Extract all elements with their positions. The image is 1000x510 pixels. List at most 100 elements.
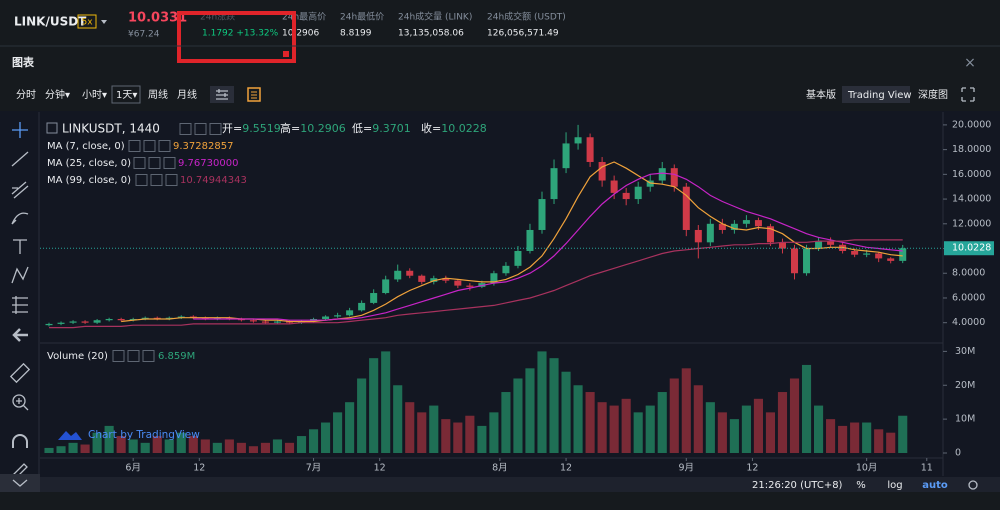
volume-bar <box>56 446 66 453</box>
ohlc-value: 9.3701 <box>372 122 411 135</box>
interval[interactable]: 月线 <box>177 88 197 101</box>
candle-body <box>766 226 774 243</box>
interval[interactable]: 1天▾ <box>116 90 137 101</box>
candle-body <box>249 320 257 322</box>
candle-body <box>875 253 883 259</box>
candle-body <box>538 199 546 230</box>
interval[interactable]: 周线 <box>148 88 168 101</box>
ma-value: 10.74944343 <box>180 175 247 186</box>
dropdown[interactable] <box>101 20 107 24</box>
line-tool[interactable] <box>11 151 29 167</box>
candle-body <box>694 229 702 243</box>
x-tick-label: 6月 <box>125 463 141 474</box>
y-tick-label: 14.0000 <box>952 194 991 205</box>
watermark: Chart by TradingView <box>88 429 200 441</box>
x-tick-label: 12 <box>193 463 205 474</box>
candle-body <box>418 275 426 282</box>
fullscreen-icon[interactable] <box>961 87 975 102</box>
interval[interactable]: 小时▾ <box>82 89 107 101</box>
candle-body <box>141 317 149 319</box>
y-tick-label: 6.0000 <box>952 292 985 303</box>
status-button[interactable]: log <box>887 480 902 491</box>
legend-button[interactable] <box>127 350 140 362</box>
pattern-tool[interactable] <box>11 266 29 284</box>
volume-bar <box>741 405 751 453</box>
legend-button[interactable] <box>135 174 148 186</box>
candle-body <box>225 317 233 319</box>
legend-button[interactable] <box>209 123 222 135</box>
collapse-button[interactable] <box>0 474 40 492</box>
legend-button[interactable] <box>143 140 156 152</box>
volume-bar <box>777 392 788 453</box>
volume-bar <box>441 419 451 453</box>
x-tick-label: 12 <box>746 463 758 474</box>
volume-bar <box>561 371 571 453</box>
legend-button[interactable] <box>128 140 141 152</box>
collapse-legend[interactable] <box>46 122 58 134</box>
candle-body <box>742 220 750 224</box>
view[interactable]: 基本版 <box>806 88 836 101</box>
volume-bar <box>68 442 78 453</box>
volume-bar <box>705 402 715 453</box>
pair[interactable]: LINK/USDT <box>14 15 87 29</box>
back-tool[interactable] <box>12 328 28 342</box>
ohlc-label: 高= <box>280 121 300 135</box>
prediction-tool[interactable] <box>12 296 28 314</box>
magnet-tool[interactable] <box>12 434 28 448</box>
ohlc-item: 高=10.2906 <box>280 121 346 135</box>
candle-body <box>514 250 522 266</box>
close-button[interactable]: × <box>964 55 976 71</box>
volume-bar <box>525 368 535 453</box>
template-icon[interactable] <box>247 87 261 102</box>
view[interactable]: 深度图 <box>918 88 948 101</box>
candle-body <box>682 186 690 230</box>
x-tick-label: 12 <box>374 463 386 474</box>
settings-icon[interactable] <box>968 480 978 490</box>
leverage: 5x <box>81 18 93 28</box>
text-tool[interactable] <box>13 239 27 254</box>
volume-bar <box>393 385 403 453</box>
view[interactable]: Trading View <box>847 90 912 101</box>
volume-bar <box>284 442 295 453</box>
volume-tick-label: 10M <box>955 414 975 425</box>
legend-button[interactable] <box>148 157 161 169</box>
legend-button[interactable] <box>158 140 171 152</box>
legend-button[interactable] <box>194 123 207 135</box>
volume-bar <box>224 439 234 453</box>
volume-bar <box>429 405 439 453</box>
volume-bar <box>693 385 703 453</box>
brush-tool[interactable] <box>11 212 29 225</box>
legend-button[interactable] <box>133 157 146 169</box>
header-bg <box>0 0 1000 46</box>
volume-bar <box>152 436 162 453</box>
volume-tick-label: 30M <box>955 346 975 357</box>
candle-body <box>57 322 65 324</box>
legend-button[interactable] <box>179 123 192 135</box>
interval[interactable]: 分钟▾ <box>45 88 70 101</box>
legend-button[interactable] <box>163 157 176 169</box>
candle-body <box>562 143 570 169</box>
collapse-icon <box>12 479 28 487</box>
y-tick-label: 18.0000 <box>952 144 991 155</box>
highlight-box <box>177 11 296 63</box>
candle-body <box>899 248 907 261</box>
candle-body <box>791 248 799 274</box>
candle-body <box>430 278 438 282</box>
interval[interactable]: 分时 <box>16 89 36 101</box>
status-button[interactable]: auto <box>922 480 948 491</box>
stat-label: 24h成交额 (USDT) <box>487 11 566 23</box>
legend-button[interactable] <box>165 174 178 186</box>
crosshair-tool[interactable] <box>12 122 28 138</box>
candle-body <box>346 310 354 316</box>
status-button[interactable]: % <box>856 480 866 491</box>
legend-button[interactable] <box>150 174 163 186</box>
candle-body <box>213 317 221 319</box>
volume-bar <box>140 442 150 453</box>
zoom-tool[interactable] <box>12 394 26 408</box>
fib-tool[interactable] <box>11 181 29 199</box>
volume-bar <box>585 392 595 453</box>
ruler-tool[interactable] <box>9 362 31 384</box>
stat-value: 13,135,058.06 <box>398 29 464 39</box>
legend-button[interactable] <box>112 350 125 362</box>
legend-button[interactable] <box>142 350 155 362</box>
